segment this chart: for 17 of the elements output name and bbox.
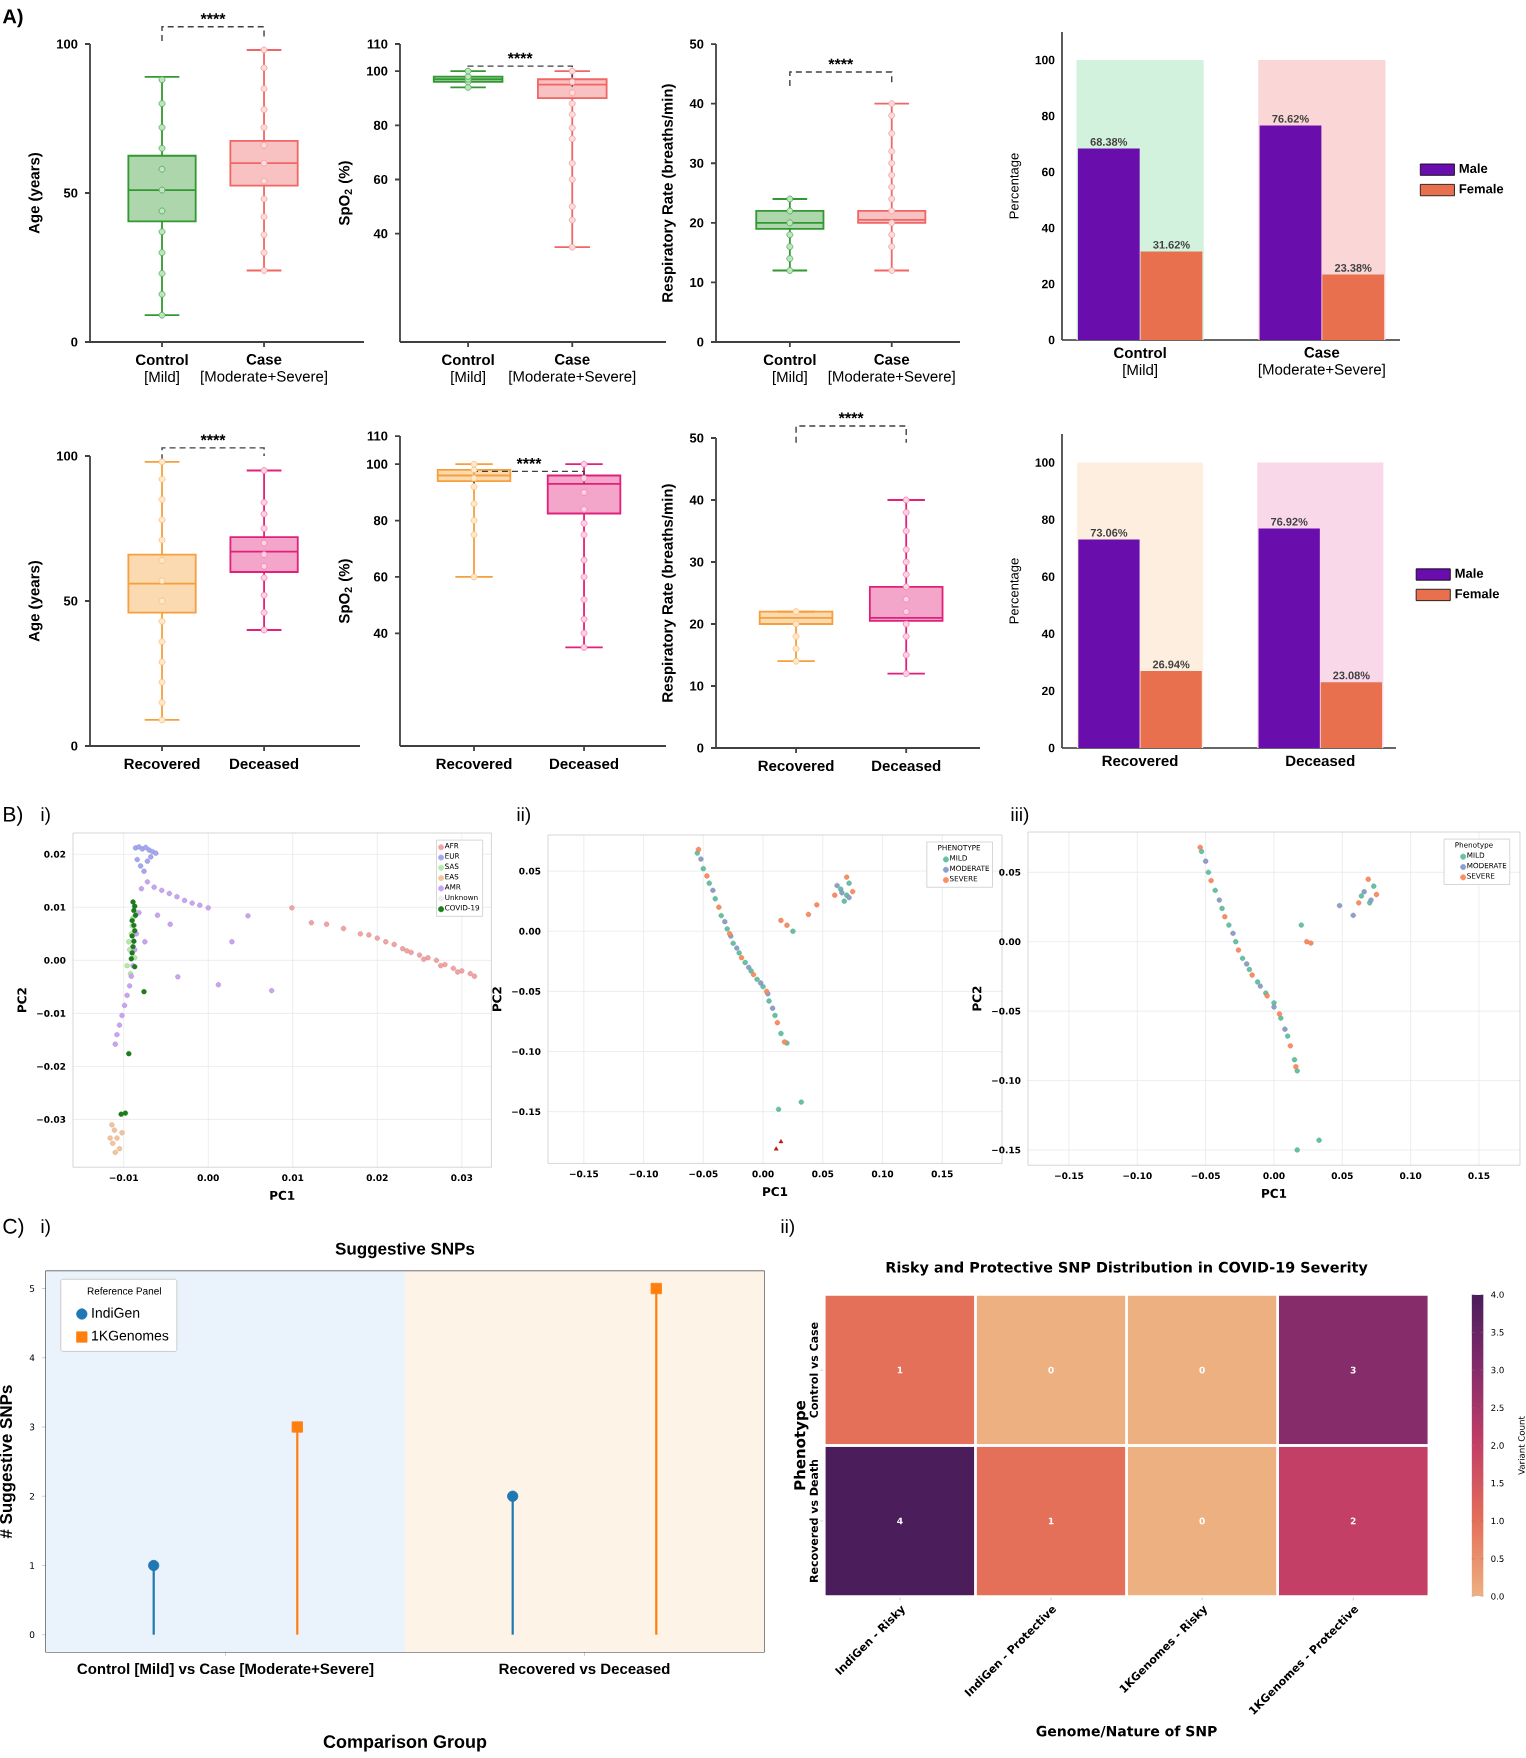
x-axis-title: Comparison Group	[323, 1734, 487, 1752]
text: ****	[838, 412, 864, 419]
text: i)	[41, 807, 50, 825]
text: iii)	[1011, 807, 1029, 825]
text: ****	[200, 434, 226, 441]
text: A)	[2, 8, 23, 28]
y-axis-title: # Suggestive SNPs	[0, 1385, 16, 1539]
annotation: ****	[516, 457, 542, 464]
text: ii)	[517, 807, 530, 825]
annotation: ****	[828, 58, 854, 65]
chart-title: Suggestive SNPs	[335, 1242, 475, 1259]
text: ii)	[781, 1219, 794, 1237]
text: B)	[4, 806, 23, 826]
text: C)	[3, 1218, 24, 1238]
annotation: ****	[507, 52, 533, 59]
text: i)	[41, 1219, 50, 1237]
text: ****	[200, 13, 226, 20]
